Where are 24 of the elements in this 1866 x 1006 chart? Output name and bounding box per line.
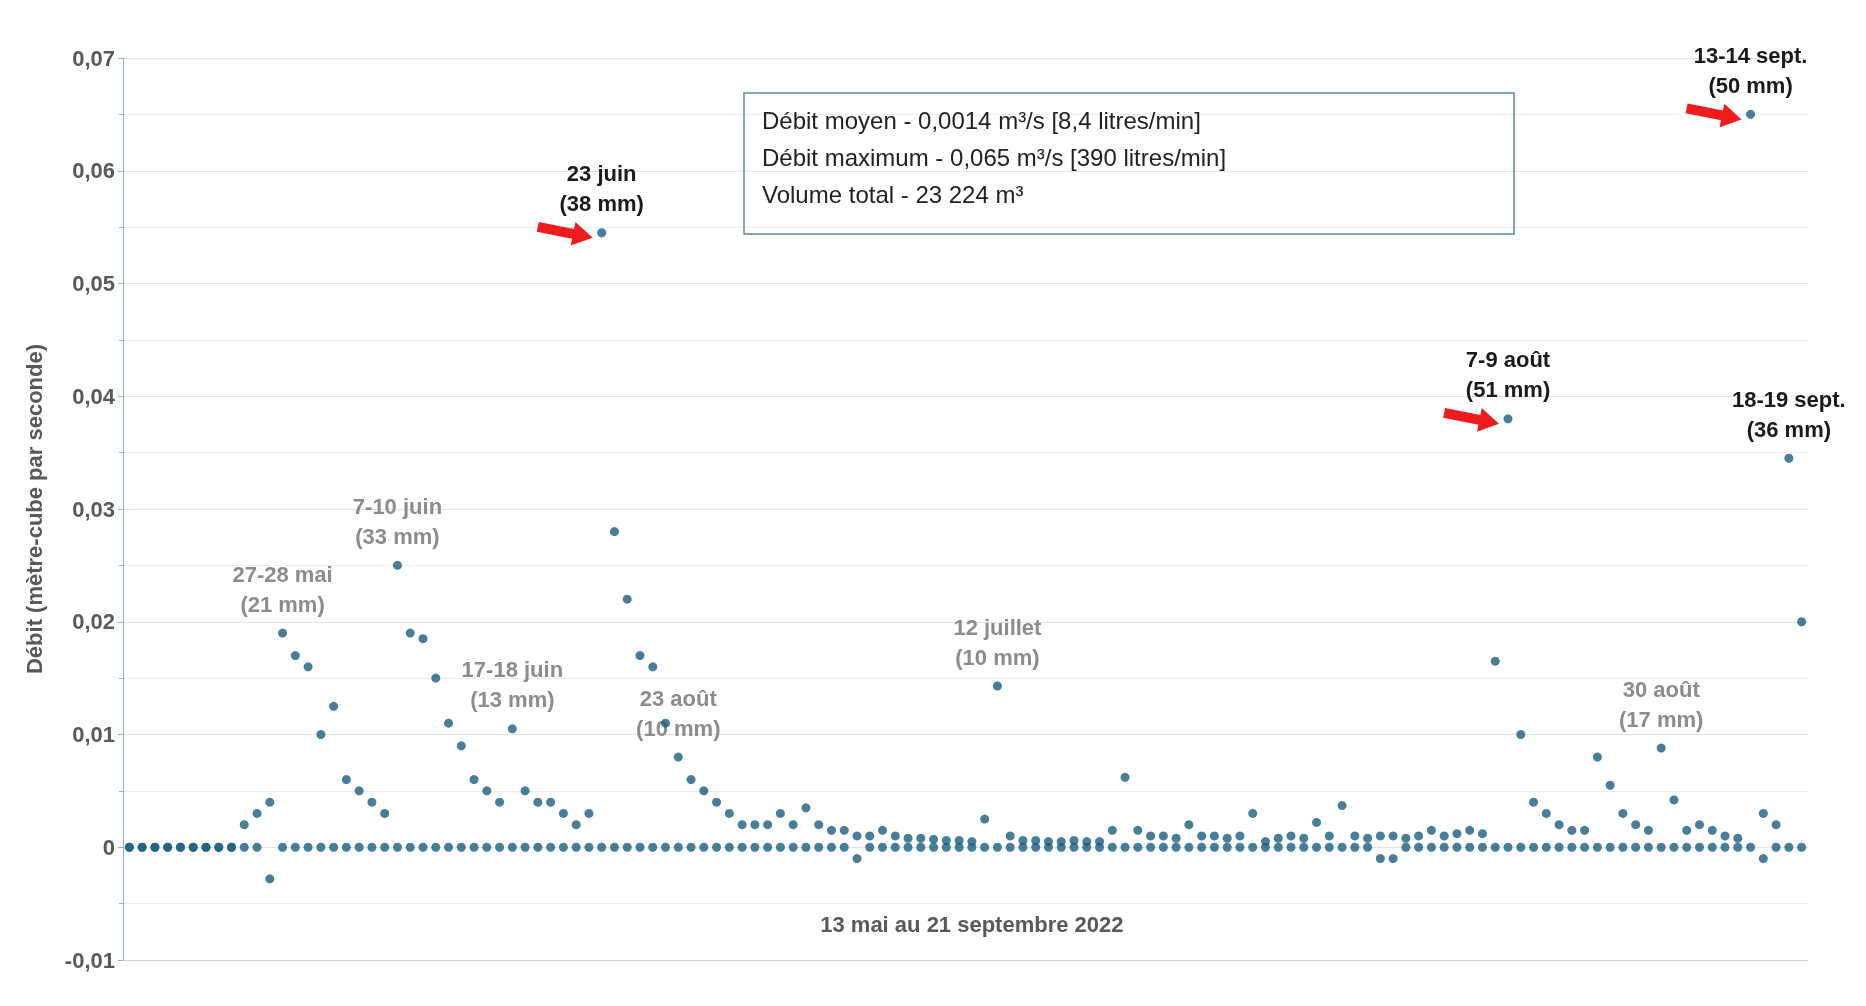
annotation: Débit maximum - 0,065 m³/s [390 litres/min] [762,143,1227,171]
y-tick-label: -0,01 [64,947,115,973]
annotation: 7-9 août (51 mm) [1465,347,1551,403]
x-axis-title: 13 mai au 21 septembre 2022 [820,911,1124,937]
annotation: 12 juillet (10 mm) [953,614,1043,670]
annotation: 13-14 sept. (50 mm) [1693,42,1808,98]
annotation: 23 juin (38 mm) [559,161,644,217]
annotation: Volume total - 23 224 m³ [762,180,1024,208]
annotation: 27-28 mai (21 mm) [232,561,333,617]
y-tick-label: 0,05 [72,271,115,296]
annotation: 18-19 sept. (36 mm) [1731,386,1846,442]
y-tick-label: 0,07 [72,45,115,71]
y-tick-label: 0,04 [72,383,116,409]
y-tick-label: 0,01 [72,722,115,747]
y-tick-label: 0 [102,834,115,860]
y-tick-label: 0,02 [72,609,115,635]
annotation: 17-18 juin (13 mm) [461,657,564,713]
y-tick-label: 0,06 [72,158,115,184]
y-axis-title: Débit (mètre-cube par seconde) [21,343,47,675]
annotation: 30 août (17 mm) [1619,676,1704,732]
annotation: Débit moyen - 0,0014 m³/s [8,4 litres/min] [762,106,1201,134]
annotation: 7-10 juin (33 mm) [352,493,443,549]
y-tick-label: 0,03 [72,496,115,522]
annotation: 23 août (10 mm) [636,685,721,741]
